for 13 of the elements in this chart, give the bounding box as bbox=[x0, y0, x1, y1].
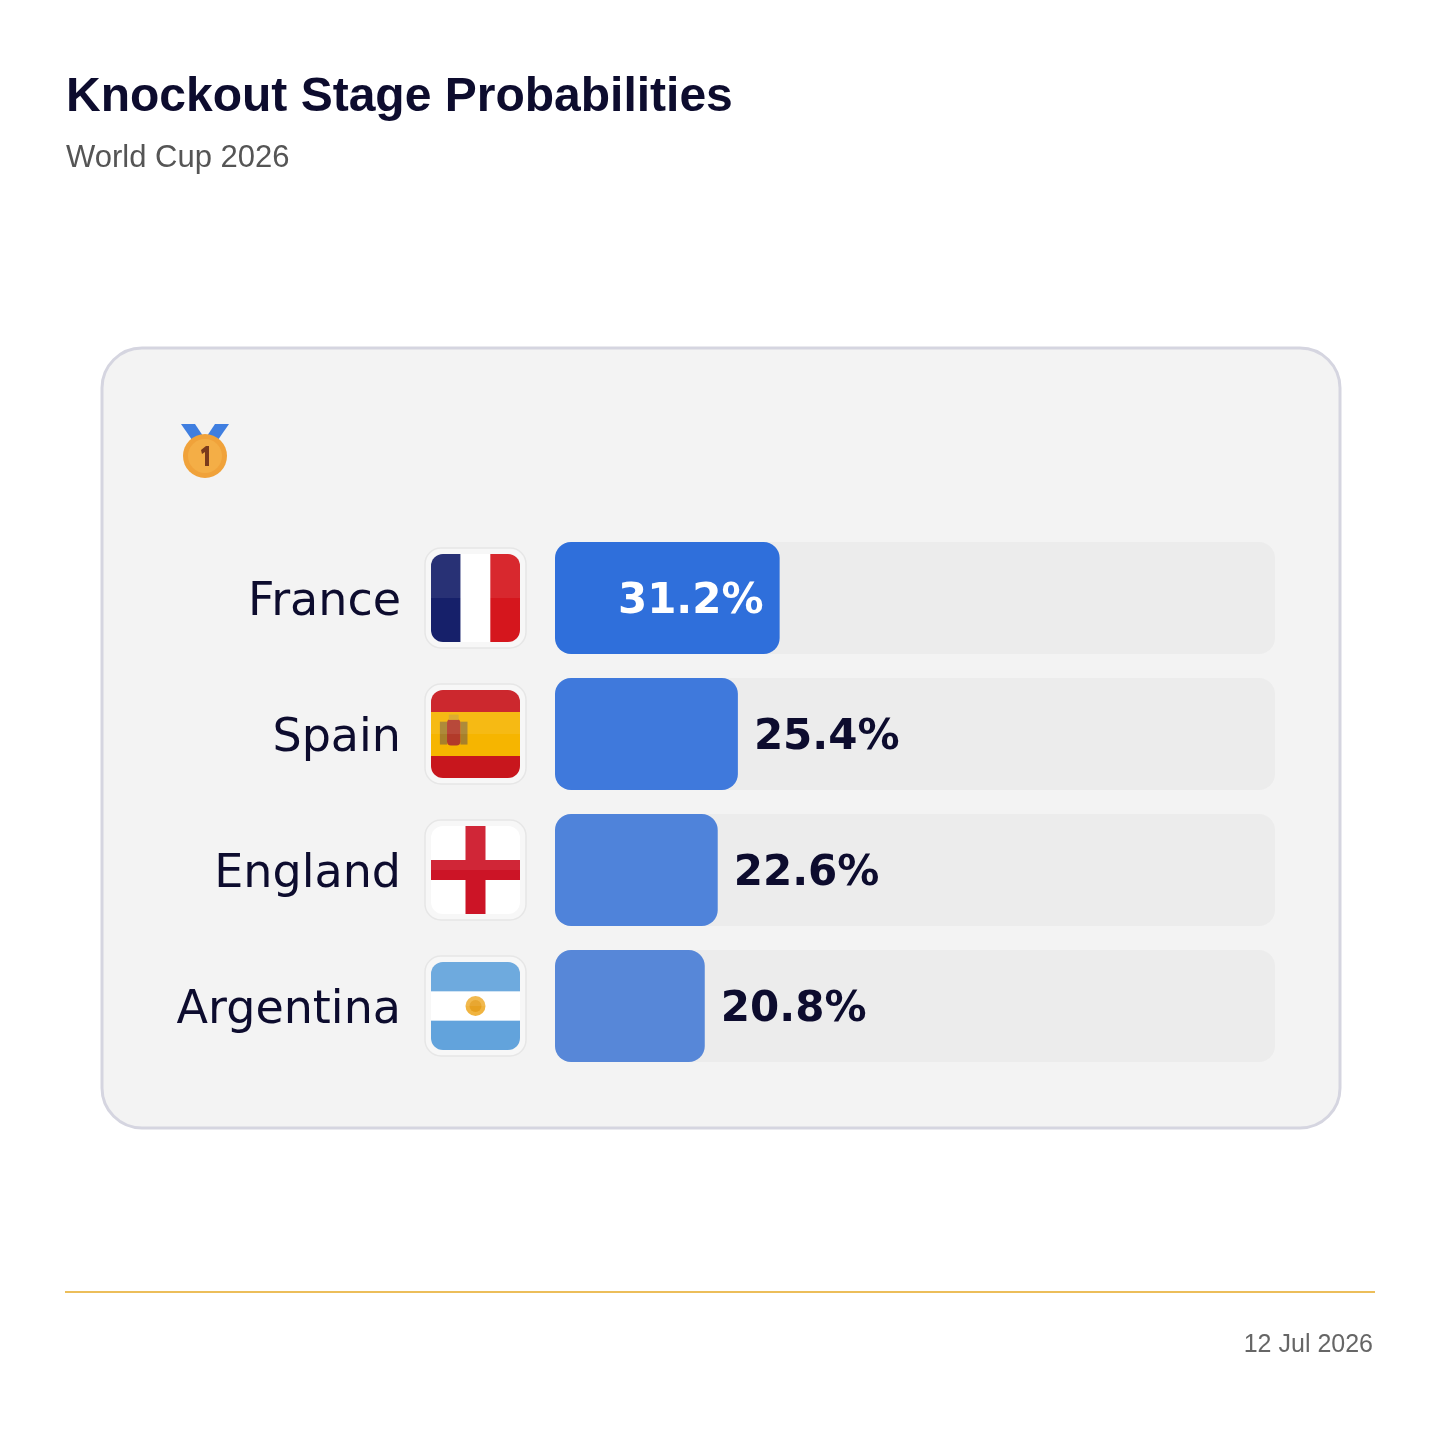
y-tick-label: Argentina bbox=[176, 979, 401, 1034]
data-label: 25.4% bbox=[753, 710, 900, 760]
y-tick-label: France bbox=[248, 571, 401, 626]
y-tick-label: Spain bbox=[272, 707, 401, 762]
y-tick-label: England bbox=[214, 843, 401, 898]
text: 12 Jul 2026 bbox=[1243, 1329, 1373, 1357]
data-label: 22.6% bbox=[733, 846, 880, 896]
data-label: 31.2% bbox=[617, 574, 764, 624]
bar bbox=[555, 814, 718, 926]
data-label: 20.8% bbox=[720, 982, 867, 1032]
bar bbox=[555, 950, 705, 1062]
text: World Cup 2026 bbox=[66, 139, 290, 174]
chart-title: Knockout Stage Probabilities bbox=[66, 68, 733, 121]
